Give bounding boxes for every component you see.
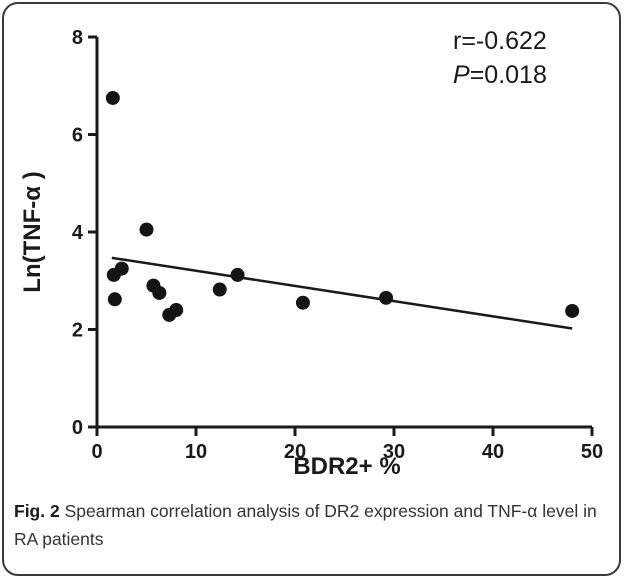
x-tick-label: 50 (581, 441, 603, 463)
data-point (107, 292, 122, 307)
y-tick-label: 0 (72, 417, 83, 439)
regression-line-group (111, 256, 573, 330)
x-tick-label: 0 (91, 441, 102, 463)
data-point (105, 90, 120, 105)
x-tick-label: 20 (284, 441, 306, 463)
correlation-coefficient: r=-0.622 (453, 27, 547, 55)
tick-labels: 0 2 4 6 8 0 10 20 30 40 50 (72, 27, 603, 463)
data-point (295, 295, 310, 310)
y-axis-label: Ln(TNF-α ) (19, 171, 46, 292)
p-value-annotation: P=0.018 (453, 61, 547, 89)
y-tick-label: 6 (72, 125, 83, 147)
data-point (379, 290, 394, 305)
y-tick-label: 2 (72, 320, 83, 342)
x-tick-label: 10 (185, 441, 207, 463)
data-point (565, 303, 580, 318)
data-point (230, 267, 245, 282)
p-value: =0.018 (470, 61, 547, 89)
axes (88, 35, 594, 436)
x-tick-label: 40 (482, 441, 504, 463)
data-point (169, 303, 184, 317)
data-points (105, 90, 580, 322)
data-point (212, 282, 227, 297)
data-point (152, 285, 167, 300)
x-tick-label: 30 (383, 441, 405, 463)
figure-caption-text: Spearman correlation analysis of DR2 exp… (14, 501, 597, 549)
x-axis-label: BDR2+ % (293, 453, 400, 480)
y-tick-label: 8 (72, 27, 83, 49)
figure-caption: Fig. 2 Spearman correlation analysis of … (14, 497, 614, 553)
data-point (139, 222, 154, 237)
figure-label: Fig. 2 (14, 501, 60, 521)
p-symbol: P (453, 61, 470, 89)
regression-line (111, 256, 573, 330)
data-point (114, 261, 129, 276)
y-tick-label: 4 (72, 222, 84, 244)
scatter-chart: 0 2 4 6 8 0 10 20 30 40 50 Ln(TNF-α ) BDR2+ % r=-0… (19, 27, 603, 480)
